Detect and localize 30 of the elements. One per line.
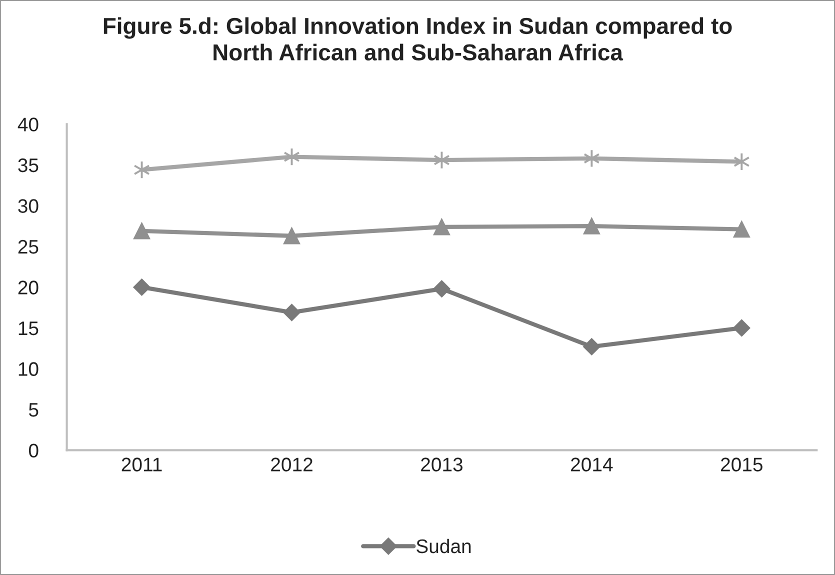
point — [583, 338, 600, 356]
point — [283, 228, 300, 244]
x-tick-label: 2015 — [721, 458, 762, 472]
x-tick-label: 2011 — [122, 458, 162, 472]
point — [133, 222, 150, 240]
y-tick-label: 35 — [18, 158, 38, 172]
chart-title: Figure 5.d: Global Innovation Index in Sudan compared to North African and Sub-Saharan Africa — [104, 17, 732, 61]
point — [434, 150, 450, 170]
x-tick-label: 2013 — [421, 458, 462, 472]
point — [433, 280, 450, 298]
y-tick-label: 25 — [18, 240, 38, 254]
point — [733, 221, 750, 238]
point — [733, 319, 750, 337]
y-tick-label: 30 — [18, 199, 38, 213]
y-tick-label: 0 — [28, 444, 38, 458]
y-tick-label: 15 — [18, 322, 38, 336]
y-tick-label: 5 — [28, 403, 38, 417]
point — [583, 149, 600, 168]
point — [134, 160, 150, 180]
point — [583, 218, 600, 234]
point — [733, 152, 750, 171]
x-tick-label: 2014 — [571, 458, 613, 472]
point — [433, 218, 450, 236]
point — [283, 304, 300, 322]
legend-label: Sudan — [416, 538, 471, 554]
y-tick-label: 20 — [18, 280, 38, 294]
x-tick-label: 2012 — [271, 458, 312, 472]
y-tick-label: 10 — [18, 362, 38, 376]
point — [133, 278, 150, 296]
y-tick-label: 40 — [18, 118, 38, 132]
